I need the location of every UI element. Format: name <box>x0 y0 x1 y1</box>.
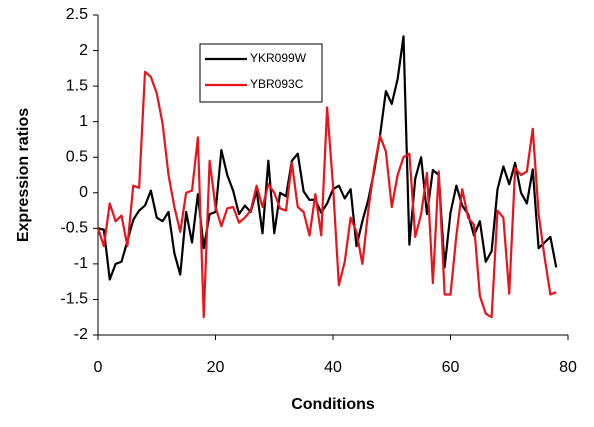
data-line <box>96 70 557 319</box>
x-axis-label: Conditions <box>291 396 375 413</box>
y-tick-label: -2 <box>74 326 88 343</box>
x-tick-label: 0 <box>94 359 103 376</box>
y-tick-label: 2.5 <box>66 6 88 23</box>
y-tick-label: -0.5 <box>60 220 88 237</box>
y-tick-label: 0 <box>79 184 88 201</box>
y-tick-label: 0.5 <box>66 148 88 165</box>
y-axis-label: Expression ratios <box>15 108 32 242</box>
legend-label: YBR093C <box>250 77 304 91</box>
legend-label: YKR099W <box>250 51 307 65</box>
x-tick-label: 80 <box>559 359 577 376</box>
data-line <box>97 35 558 281</box>
x-tick-label: 60 <box>442 359 460 376</box>
y-tick-label: 2 <box>79 42 88 59</box>
y-tick-label: 1 <box>79 113 88 130</box>
legend-box <box>199 43 323 103</box>
y-tick-label: -1.5 <box>60 291 88 308</box>
x-tick-label: 40 <box>324 359 342 376</box>
y-tick-label: -1 <box>74 255 88 272</box>
x-tick-label: 20 <box>207 359 225 376</box>
y-tick-label: 1.5 <box>66 77 88 94</box>
